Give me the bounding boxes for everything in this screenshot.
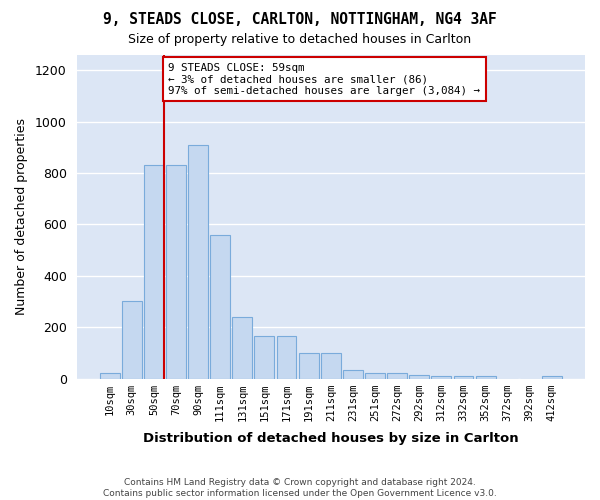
Bar [210,234,230,378]
Bar [431,376,451,378]
Bar [122,302,142,378]
Bar [254,336,274,378]
Bar [299,353,319,378]
Bar [321,353,341,378]
Bar [144,166,164,378]
Bar [476,376,496,378]
Y-axis label: Number of detached properties: Number of detached properties [15,118,28,316]
Text: 9, STEADS CLOSE, CARLTON, NOTTINGHAM, NG4 3AF: 9, STEADS CLOSE, CARLTON, NOTTINGHAM, NG… [103,12,497,28]
Bar [232,317,252,378]
Bar [454,376,473,378]
Bar [387,373,407,378]
X-axis label: Distribution of detached houses by size in Carlton: Distribution of detached houses by size … [143,432,518,445]
Text: 9 STEADS CLOSE: 59sqm
← 3% of detached houses are smaller (86)
97% of semi-detac: 9 STEADS CLOSE: 59sqm ← 3% of detached h… [168,62,480,96]
Bar [100,374,119,378]
Bar [277,336,296,378]
Text: Size of property relative to detached houses in Carlton: Size of property relative to detached ho… [128,32,472,46]
Text: Contains HM Land Registry data © Crown copyright and database right 2024.
Contai: Contains HM Land Registry data © Crown c… [103,478,497,498]
Bar [365,374,385,378]
Bar [409,374,429,378]
Bar [542,376,562,378]
Bar [166,166,186,378]
Bar [343,370,363,378]
Bar [188,145,208,378]
